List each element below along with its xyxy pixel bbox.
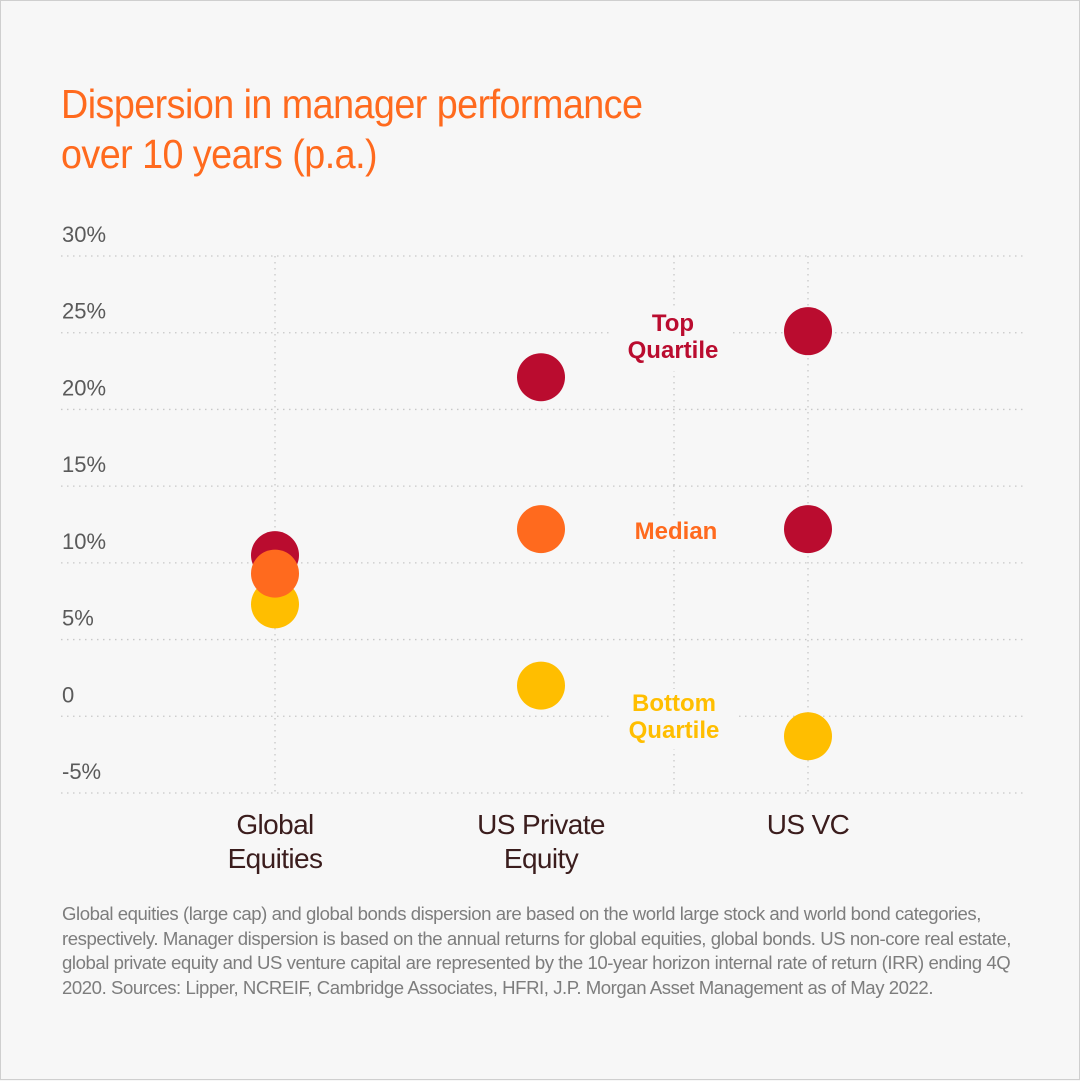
series-label-top-quartile: Quartile <box>628 337 719 364</box>
series-label-background <box>613 309 733 371</box>
category-label-global-equities: Global <box>236 809 313 840</box>
y-tick-label: 0 <box>62 682 74 707</box>
chart-title-line-1: Dispersion in manager performance <box>61 81 643 127</box>
series-label-bottom-quartile: Quartile <box>629 717 720 744</box>
chart-title: Dispersion in manager performance over 1… <box>61 79 889 179</box>
data-points <box>251 307 832 761</box>
category-label-us-vc: US VC <box>767 809 850 840</box>
series-label-background <box>610 689 738 749</box>
y-tick-label: -5% <box>62 759 101 784</box>
category-label-us-private-equity: US Private <box>477 809 605 840</box>
series-label-bottom-quartile: Bottom <box>632 690 716 717</box>
data-point-top-quartile-us-private-equity <box>517 353 565 402</box>
data-point-median-us-private-equity <box>517 505 565 554</box>
y-tick-label: 20% <box>62 375 106 400</box>
y-tick-label: 25% <box>62 299 106 324</box>
category-label-global-equities: Equities <box>228 843 323 874</box>
horizontal-gridlines <box>61 255 1023 794</box>
data-point-bottom-quartile-us-vc <box>784 712 832 761</box>
y-tick-label: 30% <box>62 222 106 247</box>
data-point-median-global-equities <box>251 549 299 598</box>
chart-title-line-2: over 10 years (p.a.) <box>61 131 378 177</box>
series-label-background <box>621 517 731 549</box>
series-label-median: Median <box>635 518 718 545</box>
data-point-bottom-quartile-us-private-equity <box>517 661 565 710</box>
series-label-top-quartile: Top <box>652 310 694 337</box>
y-tick-label: 15% <box>62 452 106 477</box>
y-axis-tick-labels: 30% 25% 20% 15% 10% 5% 0 -5% <box>62 222 106 784</box>
category-label-us-private-equity: Equity <box>504 843 579 874</box>
series-label-backgrounds <box>610 309 738 749</box>
y-tick-label: 5% <box>62 606 94 631</box>
data-point-median-us-vc <box>784 505 832 554</box>
y-tick-label: 10% <box>62 529 106 554</box>
data-point-top-quartile-us-vc <box>784 307 832 356</box>
footnote: Global equities (large cap) and global b… <box>62 903 1011 998</box>
